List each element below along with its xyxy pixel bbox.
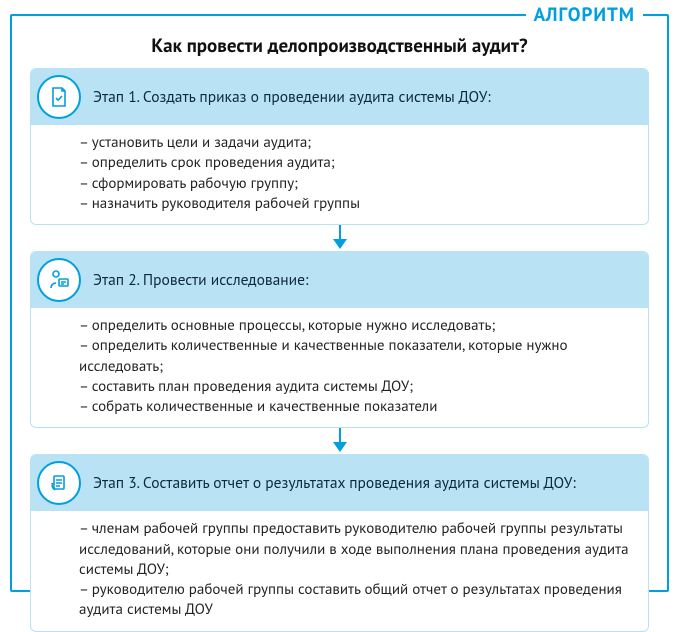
stage-3-header-text: Этап 3. Составить отчет о результатах пр… <box>93 473 576 493</box>
document-check-icon <box>37 75 81 119</box>
stage-2: Этап 2. Провести исследование: – определ… <box>30 251 649 428</box>
stage-2-header: Этап 2. Провести исследование: <box>31 252 648 308</box>
stage-1-header-text: Этап 1. Создать приказ о проведении ауди… <box>93 87 491 107</box>
list-item: – членам рабочей группы предоставить рук… <box>79 519 632 580</box>
list-item: – установить цели и задачи аудита; <box>79 133 632 153</box>
arrow-down-icon <box>30 428 649 454</box>
diagram-title: Как провести делопроизводственный аудит? <box>30 34 649 58</box>
list-item: – составить план проведения аудита систе… <box>79 377 632 397</box>
list-item: – руководителю рабочей группы составить … <box>79 580 632 621</box>
list-item: – определить количественные и качественн… <box>79 336 632 377</box>
stage-1: Этап 1. Создать приказ о проведении ауди… <box>30 68 649 225</box>
list-item: – сформировать рабочую группу; <box>79 174 632 194</box>
frame-label: АЛГОРИТМ <box>526 3 643 27</box>
list-item: – определить основные процессы, которые … <box>79 316 632 336</box>
person-research-icon <box>37 258 81 302</box>
list-item: – собрать количественные и качественные … <box>79 397 632 417</box>
arrow-down-icon <box>30 225 649 251</box>
stage-3-header: Этап 3. Составить отчет о результатах пр… <box>31 455 648 511</box>
stage-2-header-text: Этап 2. Провести исследование: <box>93 270 308 290</box>
list-item: – определить срок проведения аудита; <box>79 153 632 173</box>
stage-1-header: Этап 1. Создать приказ о проведении ауди… <box>31 69 648 125</box>
stage-3: Этап 3. Составить отчет о результатах пр… <box>30 454 649 631</box>
report-cycle-icon <box>37 461 81 505</box>
stage-1-body: – установить цели и задачи аудита; – опр… <box>31 125 648 224</box>
stage-2-body: – определить основные процессы, которые … <box>31 308 648 427</box>
stage-3-body: – членам рабочей группы предоставить рук… <box>31 511 648 630</box>
algorithm-frame: АЛГОРИТМ Как провести делопроизводственн… <box>10 14 669 592</box>
list-item: – назначить руководителя рабочей группы <box>79 194 632 214</box>
